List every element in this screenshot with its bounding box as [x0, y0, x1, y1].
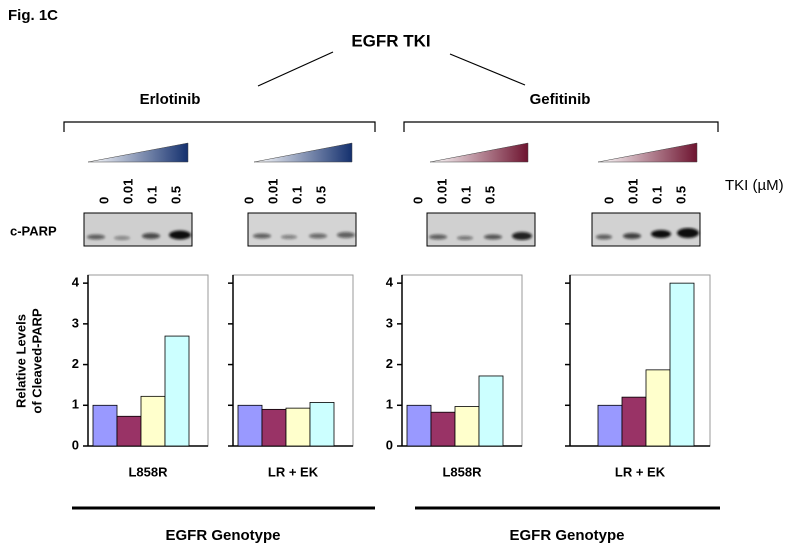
dose-label: 0	[241, 197, 256, 204]
dose-label: 0.1	[458, 186, 473, 204]
drug-label: Erlotinib	[140, 91, 201, 108]
dose-label: 0.1	[289, 186, 304, 204]
y-tick-label: 1	[72, 397, 79, 412]
dose-label: 0.01	[625, 179, 640, 204]
dose-label: 0	[410, 197, 425, 204]
y-tick-label: 2	[386, 356, 393, 371]
bar	[645, 369, 671, 447]
dose-label: 0.01	[265, 179, 280, 204]
dose-label: 0	[96, 197, 111, 204]
y-tick-label: 1	[386, 397, 393, 412]
drug-label: Gefitinib	[530, 91, 591, 108]
dose-label: 0.1	[649, 186, 664, 204]
blots	[83, 212, 701, 247]
bar	[116, 415, 142, 447]
y-tick-label: 4	[72, 275, 80, 290]
blot-label: c-PARP	[10, 223, 57, 238]
bar	[406, 404, 432, 447]
bar	[285, 407, 311, 447]
dose-label: 0.01	[120, 179, 135, 204]
dose-label: 0.5	[168, 186, 183, 204]
group-label: EGFR Genotype	[509, 527, 624, 544]
dose-label: 0.5	[673, 186, 688, 204]
bar	[92, 404, 118, 447]
bar	[237, 404, 263, 447]
heading: EGFR TKI	[351, 31, 430, 50]
bar	[164, 335, 190, 447]
y-tick-label: 3	[72, 315, 79, 330]
dose-wedges	[87, 142, 698, 163]
x-axis-label: LR + EK	[268, 464, 319, 479]
bar	[309, 402, 335, 447]
dose-unit-label: TKI (µM)	[725, 177, 784, 194]
dose-label: 0	[601, 197, 616, 204]
group-label: EGFR Genotype	[165, 527, 280, 544]
bar	[621, 396, 647, 447]
connectors	[63, 51, 719, 132]
y-tick-label: 0	[386, 437, 393, 452]
y-axis-label: of Cleaved-PARP	[29, 308, 44, 414]
y-tick-label: 0	[72, 437, 79, 452]
dose-label: 0.01	[434, 179, 449, 204]
figure-label: Fig. 1C	[8, 7, 58, 24]
y-tick-label: 4	[386, 275, 394, 290]
bar	[140, 395, 166, 447]
y-tick-label: 2	[72, 356, 79, 371]
y-axis-label: Relative Levels	[13, 314, 28, 408]
dose-label: 0.5	[313, 186, 328, 204]
x-axis-label: L858R	[442, 464, 482, 479]
y-tick-label: 3	[386, 315, 393, 330]
x-axis-label: L858R	[128, 464, 168, 479]
dose-label: 0.5	[482, 186, 497, 204]
dose-label: 0.1	[144, 186, 159, 204]
bar	[597, 404, 623, 447]
x-axis-label: LR + EK	[615, 464, 666, 479]
bar	[478, 375, 504, 447]
bar	[430, 411, 456, 447]
bar	[454, 406, 480, 447]
bar	[669, 282, 695, 447]
bar	[261, 408, 287, 447]
